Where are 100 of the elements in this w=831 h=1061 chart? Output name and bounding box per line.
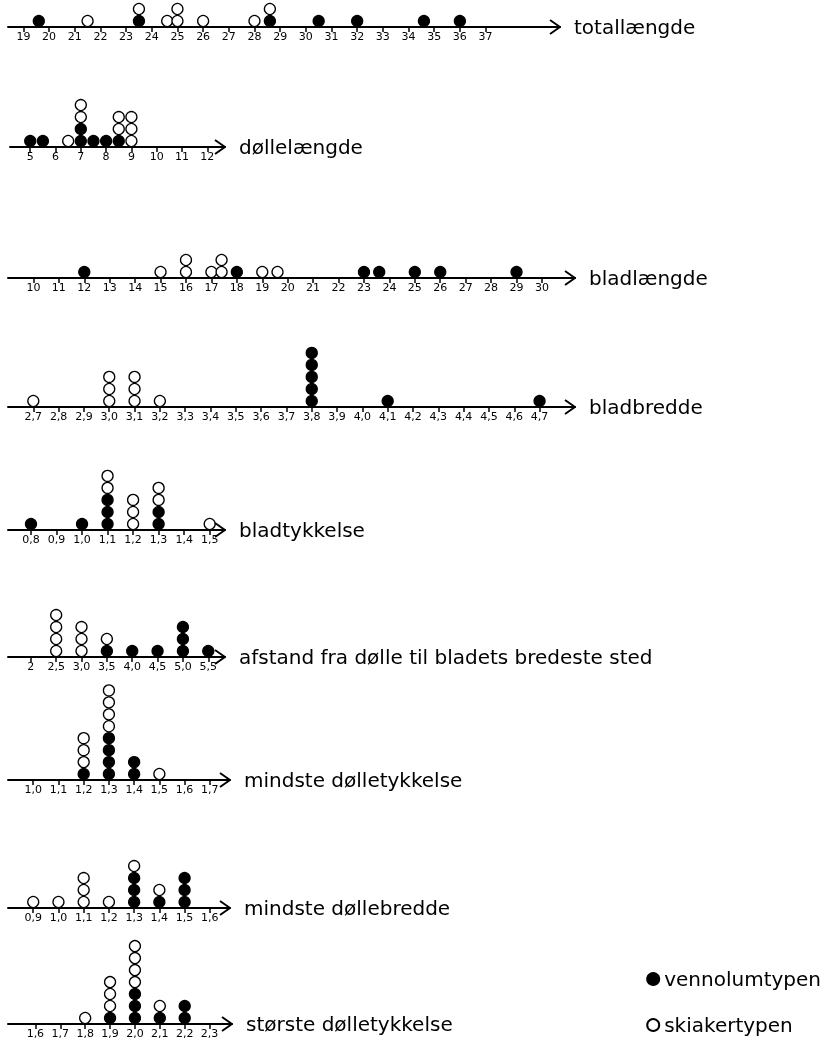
point [128,767,141,781]
x-tick-label: 0,9 [24,911,42,924]
x-tick-label: 7 [77,150,85,163]
point [74,122,87,136]
point [103,987,117,1001]
point [102,755,116,769]
x-tick-label: 27 [458,281,473,294]
x-tick-label: 1,0 [73,533,91,546]
x-tick-label: 4,1 [378,410,397,423]
x-tick-label: 36 [452,30,467,43]
x-tick-label: 5,0 [174,660,192,673]
point [103,1011,117,1025]
x-tick-label: 29 [509,281,524,294]
x-tick-label: 33 [375,30,390,43]
x-tick-label: 1,6 [201,911,219,924]
point [381,394,394,408]
point [533,394,546,408]
point [152,517,165,531]
x-tick-label: 0,9 [47,533,66,546]
x-tick-label: 21 [67,30,82,43]
point [178,883,191,897]
point [103,999,117,1013]
point [126,505,140,519]
point [50,632,63,646]
x-tick-label: 14 [128,281,143,294]
point [27,394,40,408]
point [128,987,142,1001]
x-tick-label: 3,3 [176,410,194,423]
x-tick-label: 1,6 [26,1027,45,1040]
point [112,134,125,148]
point [152,493,165,507]
point [102,732,116,745]
point [128,939,142,953]
point [128,883,141,897]
x-tick-label: 3,9 [328,410,346,423]
point [101,517,114,531]
point [125,134,138,148]
x-tick-label: 3,4 [201,410,220,423]
x-tick-label: 9 [127,150,135,163]
point [203,517,216,531]
x-tick-label: 3,8 [303,410,321,423]
x-tick-label: 1,7 [201,783,219,796]
point [128,895,141,909]
point [153,883,166,897]
point [128,859,141,873]
x-tick-label: 1,4 [175,533,193,546]
x-tick-label: 29 [273,30,288,43]
x-tick-label: 1,9 [101,1027,119,1040]
x-axis-title: bladlængde [589,266,708,290]
x-tick-label: 3,0 [72,660,91,673]
point [151,644,164,658]
point [176,644,190,658]
x-tick-label: 34 [401,30,416,43]
x-tick-label: 2,7 [24,410,43,423]
x-tick-label: 4,5 [148,660,167,673]
point [128,975,142,989]
x-tick-label: 2,8 [49,410,68,423]
x-axis-title: mindste døllebredde [244,896,451,920]
point [50,608,63,622]
x-tick-label: 1,3 [149,533,168,546]
point [24,517,38,531]
x-tick-label: 19 [16,30,31,43]
x-axis-title: største dølletykkelse [246,1012,453,1036]
point [126,644,139,658]
x-tick-label: 22 [331,281,346,294]
x-axis-title: bladbredde [589,395,703,419]
x-tick-label: 4,5 [480,410,498,423]
x-tick-label: 37 [478,30,493,43]
point [50,620,63,634]
point [128,963,142,977]
point [128,1011,142,1025]
point [79,1011,92,1025]
point [87,134,100,148]
x-tick-label: 3,0 [100,410,118,423]
point [101,505,114,519]
x-tick-label: 1,6 [175,783,194,796]
x-tick-label: 23 [119,30,134,43]
x-tick-label: 27 [221,30,236,43]
x-tick-label: 16 [178,281,193,294]
point [102,720,116,733]
point [128,951,142,965]
point [178,1011,191,1025]
x-tick-label: 17 [204,281,219,294]
point [202,644,215,658]
x-tick-label: 1,1 [74,911,93,924]
x-tick-label: 4,4 [454,410,473,423]
point [305,382,318,396]
x-tick-label: 3,6 [252,410,270,423]
point [103,975,117,989]
point [102,708,116,721]
x-tick-label: 19 [255,281,270,294]
x-tick-label: 1,7 [51,1027,70,1040]
point [102,696,116,709]
point [153,1011,166,1025]
x-tick-label: 4,6 [505,410,523,423]
x-tick-label: 1,4 [150,911,169,924]
x-axis-title: afstand fra dølle til bladets bredeste sted [239,645,653,669]
point [27,895,40,909]
x-tick-label: 18 [229,281,244,294]
point [305,370,318,384]
